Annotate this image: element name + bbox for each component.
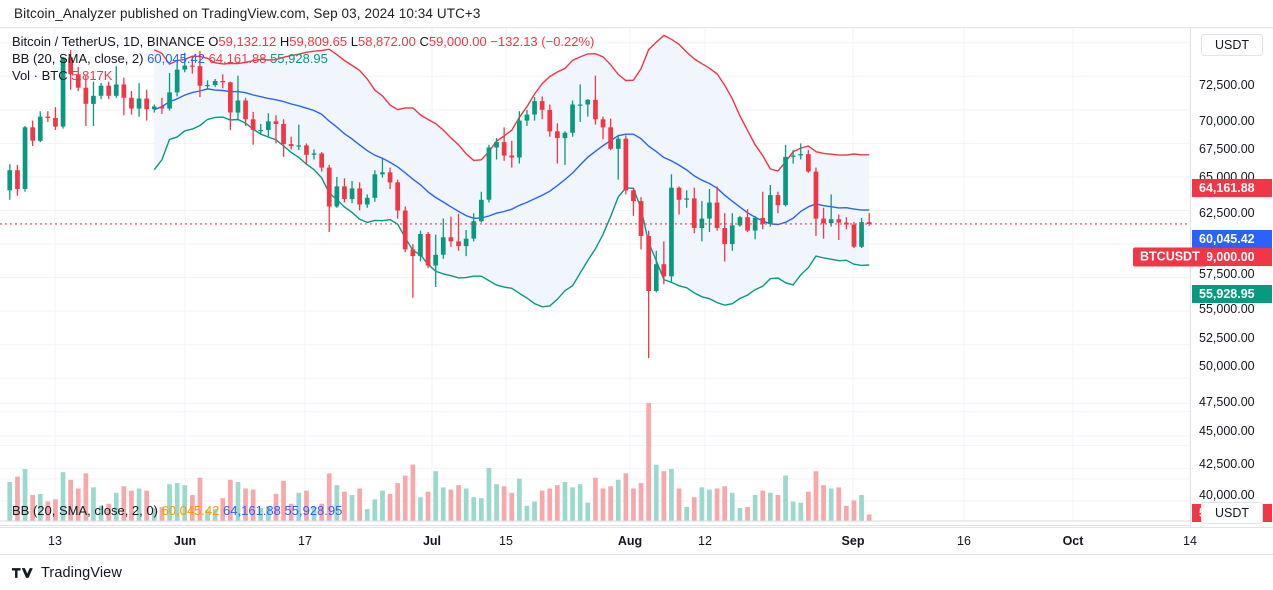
legend-volume[interactable]: Vol · BTC 5.817K — [12, 68, 112, 83]
axis-price-tag: 55,928.95 — [1192, 285, 1272, 303]
chart-frame: Bitcoin / TetherUS, 1D, BINANCE O59,132.… — [0, 27, 1273, 555]
legend-open-value: 59,132.12 — [218, 34, 277, 49]
tradingview-brand-text: TradingView — [41, 564, 122, 581]
bottom-legend-lower: 55,928.95 — [284, 503, 343, 518]
axis-price-tag: 64,161.88 — [1192, 179, 1272, 197]
legend-low-value: 58,872.00 — [357, 34, 416, 49]
tradingview-logo-icon — [12, 566, 34, 580]
legend-bollinger-bands[interactable]: BB (20, SMA, close, 2) 60,045.42 64,161.… — [12, 51, 328, 66]
price-axis[interactable]: USDT 72,500.00 70,000.00 67,500.00 65,000.0… — [1190, 28, 1273, 528]
axis-tick: 55,000.00 — [1199, 302, 1255, 316]
legend-volume-value: 5.817K — [71, 68, 113, 83]
time-axis-label: Aug — [617, 534, 643, 548]
price-line-symbol-tag: BTCUSDT — [1133, 247, 1207, 267]
published-text: Bitcoin_Analyzer published on TradingVie… — [14, 6, 481, 21]
legend-low-label: L — [350, 34, 358, 49]
published-header: Bitcoin_Analyzer published on TradingVie… — [0, 0, 1273, 27]
time-axis-label: 13 — [48, 534, 62, 548]
time-axis-label: 15 — [499, 534, 513, 548]
time-axis-label: Sep — [841, 534, 865, 548]
bottom-legend-bollinger[interactable]: BB (20, SMA, close, 2, 0) 60,045.42 64,1… — [12, 503, 342, 518]
price-line-symbol-label: BTCUSDT — [1140, 249, 1200, 264]
footer: TradingView — [0, 555, 1273, 590]
axis-tick: 70,000.00 — [1199, 114, 1255, 128]
axis-tick: 50,000.00 — [1199, 359, 1255, 373]
time-axis-label: 17 — [298, 534, 312, 548]
axis-tick: 45,000.00 — [1199, 424, 1255, 438]
axis-unit-bottom[interactable]: USDT — [1201, 502, 1263, 524]
time-axis-label: 12 — [698, 534, 712, 548]
axis-tick: 57,500.00 — [1199, 267, 1255, 281]
legend-symbol-ohlc: Bitcoin / TetherUS, 1D, BINANCE O59,132.… — [12, 34, 594, 49]
axis-tick: 62,500.00 — [1199, 206, 1255, 220]
legend-bb-lower: 55,928.95 — [270, 51, 328, 66]
legend-change: −132.13 (−0.22%) — [490, 34, 595, 49]
legend-symbol: Bitcoin / TetherUS, 1D, BINANCE — [12, 34, 205, 49]
legend-volume-title: Vol · BTC — [12, 68, 68, 83]
time-axis-label: Jun — [173, 534, 197, 548]
axis-tick: 52,500.00 — [1199, 331, 1255, 345]
legend-divider — [0, 525, 1273, 526]
legend-bb-basis: 60,045.42 — [147, 51, 205, 66]
bottom-legend-upper: 64,161.88 — [223, 503, 281, 518]
axis-tick: 40,000.00 — [1199, 488, 1255, 502]
time-axis[interactable]: 13 Jun 17 Jul 15 Aug 12 Sep 16 Oct 14 — [0, 527, 1273, 554]
time-axis-label: Oct — [1062, 534, 1084, 548]
legend-bb-upper: 64,161.88 — [208, 51, 267, 66]
legend-open-label: O — [208, 34, 219, 49]
volume-plot — [0, 393, 1190, 522]
axis-tick: 42,500.00 — [1199, 457, 1255, 471]
legend-high-label: H — [279, 34, 290, 49]
legend-bb-title: BB (20, SMA, close, 2) — [12, 51, 144, 66]
axis-tick: 72,500.00 — [1199, 78, 1255, 92]
axis-price-tag: 59,000.00 — [1192, 248, 1272, 266]
time-axis-label: Jul — [422, 534, 442, 548]
legend-close-value: 59,000.00 — [428, 34, 487, 49]
bottom-legend-title: BB (20, SMA, close, 2, 0) — [12, 503, 158, 518]
bottom-legend-basis: 60,045.42 — [161, 503, 220, 518]
legend-high-value: 59,809.65 — [289, 34, 348, 49]
axis-unit-top[interactable]: USDT — [1201, 34, 1263, 56]
axis-tick: 47,500.00 — [1199, 395, 1255, 409]
axis-price-tag: 60,045.42 — [1192, 230, 1272, 248]
time-axis-label: 16 — [957, 534, 971, 548]
time-axis-label: 14 — [1183, 534, 1197, 548]
axis-tick: 67,500.00 — [1199, 142, 1255, 156]
legend-close-label: C — [419, 34, 429, 49]
